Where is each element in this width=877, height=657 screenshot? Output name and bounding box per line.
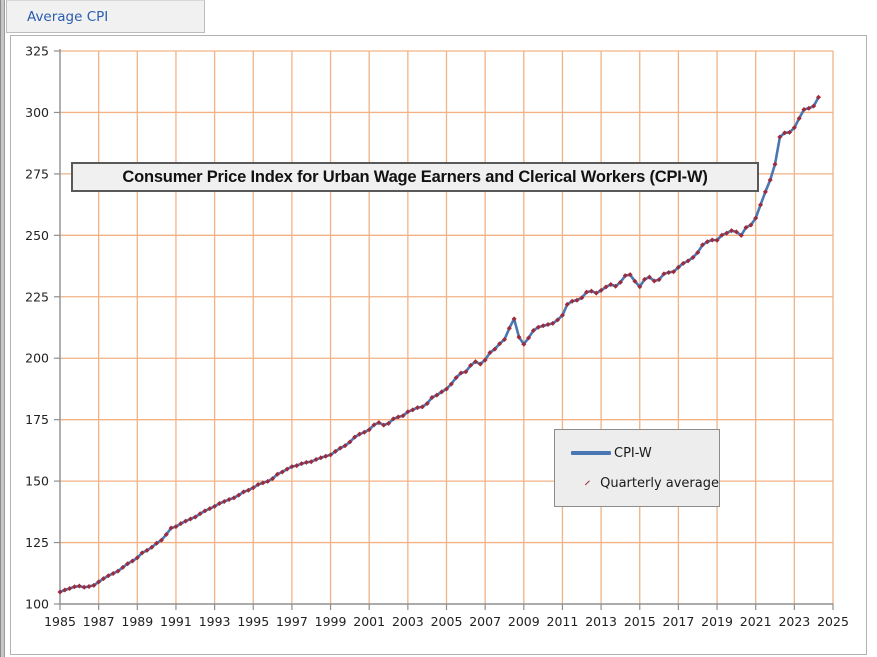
legend-entry-cpiw: CPI-W	[571, 443, 719, 463]
x-tick-label: 1997	[276, 614, 308, 629]
x-tick-label: 1993	[199, 614, 231, 629]
y-tick-label: 100	[25, 597, 49, 612]
y-tick-label: 200	[25, 351, 49, 366]
legend-diamond-icon	[585, 480, 590, 486]
y-tick-label: 175	[25, 412, 49, 427]
x-tick-label: 2011	[547, 614, 579, 629]
x-tick-label: 2021	[740, 614, 772, 629]
legend-label-quarterly: Quarterly average	[600, 475, 719, 491]
gridlines	[60, 50, 834, 604]
y-tick-label: 225	[25, 289, 49, 304]
x-tick-label: 1985	[44, 614, 76, 629]
tick-labels: 100 125 150 175 200 225 250 275 300 325 1985 1987 19…	[25, 44, 849, 630]
x-tick-label: 1995	[237, 614, 269, 629]
tab-average-cpi-label: Average CPI	[27, 8, 109, 25]
y-tick-label: 275	[25, 166, 49, 181]
y-tick-label: 150	[25, 474, 49, 489]
quarterly-average-markers	[57, 94, 822, 595]
tab-average-cpi[interactable]: Average CPI	[6, 0, 205, 33]
x-tick-label: 2003	[392, 614, 424, 629]
cpi-chart-frame: 100 125 150 175 200 225 250 275 300 325 1985 1987 19…	[10, 35, 867, 655]
x-tick-label: 2023	[778, 614, 810, 629]
x-tick-label: 2025	[817, 614, 849, 629]
x-tick-label: 1991	[160, 614, 192, 629]
x-tick-label: 1999	[315, 614, 347, 629]
x-tick-label: 2001	[353, 614, 385, 629]
axes	[54, 49, 834, 610]
legend-label-cpiw: CPI-W	[614, 445, 652, 461]
y-tick-label: 300	[25, 105, 49, 120]
x-tick-label: 2017	[662, 614, 694, 629]
legend-line-icon	[571, 451, 611, 455]
x-tick-label: 2019	[701, 614, 733, 629]
chart-legend: CPI-W Quarterly average	[554, 429, 720, 507]
y-tick-label: 250	[25, 228, 49, 243]
y-tick-label: 125	[25, 535, 49, 550]
y-tick-label: 325	[25, 44, 49, 59]
x-tick-label: 2015	[624, 614, 656, 629]
x-tick-label: 1989	[121, 614, 153, 629]
x-tick-label: 2013	[585, 614, 617, 629]
window-left-edge	[0, 0, 5, 657]
x-tick-label: 2009	[508, 614, 540, 629]
chart-title-box: Consumer Price Index for Urban Wage Earn…	[71, 162, 759, 192]
chart-title: Consumer Price Index for Urban Wage Earn…	[122, 167, 708, 186]
legend-entry-quarterly: Quarterly average	[571, 473, 719, 493]
cpi-chart-plot: 100 125 150 175 200 225 250 275 300 325 1985 1987 19…	[25, 44, 849, 630]
x-tick-label: 2005	[431, 614, 463, 629]
x-tick-label: 1987	[83, 614, 115, 629]
x-tick-label: 2007	[469, 614, 501, 629]
